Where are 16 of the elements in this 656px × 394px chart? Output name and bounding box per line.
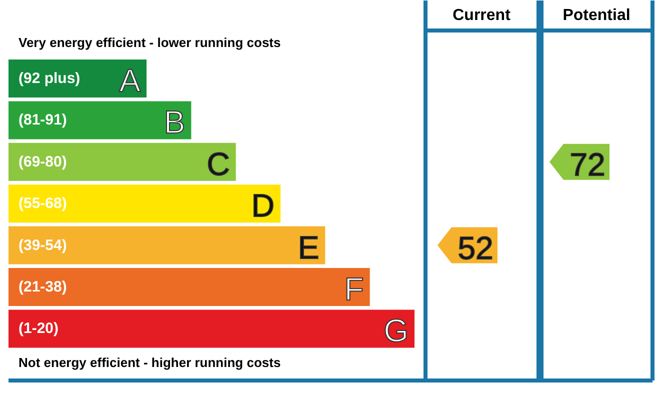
text: Very energy efficient - lower running costs [18,35,281,50]
category-label: (21-38) F [18,271,364,307]
text: 52 [458,230,494,266]
category-label: (69-80) C [18,146,230,182]
category-label: (81-91) B [18,104,186,140]
bar [8,142,236,181]
category-label: (55-68) D [18,188,275,224]
bar [8,101,192,140]
text: Not energy efficient - higher running costs [18,355,281,370]
text: Potential [562,7,630,24]
text: Current [452,7,512,24]
bar [8,184,281,223]
text: 72 [570,146,606,182]
category-label: (92 plus) A [18,62,141,98]
category-label: (1-20) G [18,312,408,349]
category-label: (39-54) E [18,229,320,266]
